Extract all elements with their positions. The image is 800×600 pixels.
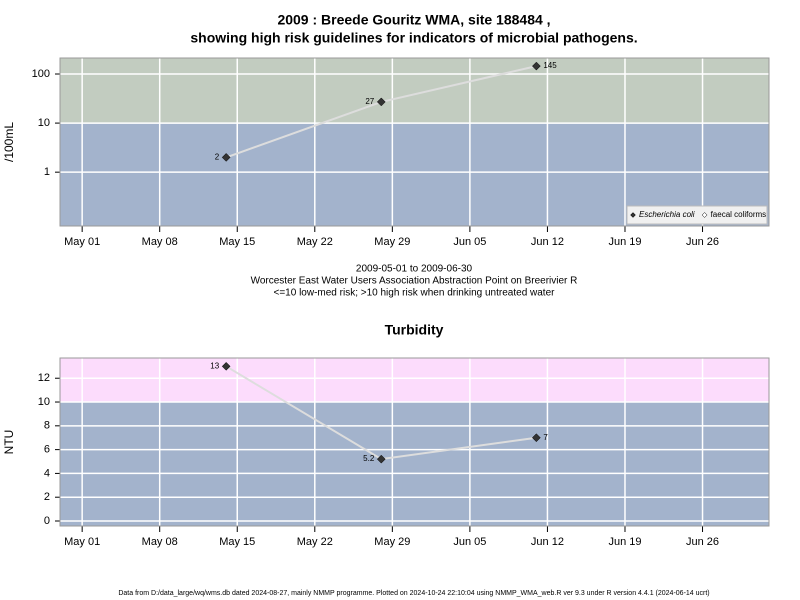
band-low xyxy=(60,402,769,526)
band-high xyxy=(60,358,769,403)
plot-frame xyxy=(59,357,770,527)
x-tick-label: May 01 xyxy=(64,536,100,548)
x-tick-label: Jun 12 xyxy=(531,536,564,548)
x-tick-label: May 29 xyxy=(374,236,410,248)
data-label: 145 xyxy=(543,61,557,70)
x-tick-label: Jun 12 xyxy=(531,236,564,248)
y-tick-label: 8 xyxy=(44,420,50,432)
y-tick-label: 6 xyxy=(44,444,50,456)
data-point xyxy=(221,153,231,162)
y-tick-label: 100 xyxy=(32,68,50,80)
legend-marker xyxy=(701,212,708,218)
plot-frame xyxy=(59,57,770,227)
footer: Data from D:/data_large/wq/wms.db dated … xyxy=(118,590,709,597)
y-tick-label: 10 xyxy=(38,117,50,129)
data-label: 27 xyxy=(365,97,374,106)
title-line: 2009 : Breede Gouritz WMA, site 188484 , xyxy=(277,12,550,28)
annotation: <=10 low-med risk; >10 high risk when dr… xyxy=(274,288,556,299)
annotation: Worcester East Water Users Association A… xyxy=(251,276,578,287)
x-tick-label: Jun 19 xyxy=(608,236,641,248)
data-label: 13 xyxy=(210,361,219,370)
y-tick-label: 4 xyxy=(44,467,50,479)
x-tick-label: May 15 xyxy=(219,536,255,548)
band-high xyxy=(60,58,769,124)
y-axis-label: NTU xyxy=(2,430,16,455)
x-tick-label: Jun 05 xyxy=(453,536,486,548)
y-tick-label: 1 xyxy=(44,166,50,178)
x-tick-label: May 01 xyxy=(64,236,100,248)
data-label: 7 xyxy=(543,433,548,442)
y-tick-label: 12 xyxy=(38,372,50,384)
data-point xyxy=(376,454,386,464)
x-tick-label: May 15 xyxy=(219,236,255,248)
y-axis-label: /100mL xyxy=(2,122,16,162)
legend-label: Escherichia coli xyxy=(639,210,695,219)
y-tick-label: 0 xyxy=(44,515,50,527)
x-tick-label: May 22 xyxy=(297,236,333,248)
data-point xyxy=(376,97,386,107)
data-label: 2 xyxy=(215,153,220,162)
x-tick-label: Jun 26 xyxy=(686,236,719,248)
data-point xyxy=(221,361,231,371)
x-tick-label: May 08 xyxy=(142,536,178,548)
x-tick-label: Jun 05 xyxy=(453,236,486,248)
legend-marker xyxy=(630,212,636,218)
legend-box xyxy=(626,205,768,225)
title-line: showing high risk guidelines for indicat… xyxy=(190,30,637,46)
data-label: 5.2 xyxy=(363,454,375,463)
x-tick-label: May 22 xyxy=(297,536,333,548)
x-tick-label: May 29 xyxy=(374,536,410,548)
x-tick-label: Jun 26 xyxy=(686,536,719,548)
x-tick-label: May 08 xyxy=(142,236,178,248)
legend-label: faecal coliforms xyxy=(711,210,767,219)
y-tick-label: 2 xyxy=(44,491,50,503)
data-point xyxy=(532,61,541,71)
data-point xyxy=(532,433,541,443)
x-tick-label: Jun 19 xyxy=(608,536,641,548)
panel-title: Turbidity xyxy=(385,322,444,338)
annotation: 2009-05-01 to 2009-06-30 xyxy=(356,264,473,275)
y-tick-label: 10 xyxy=(38,396,50,408)
